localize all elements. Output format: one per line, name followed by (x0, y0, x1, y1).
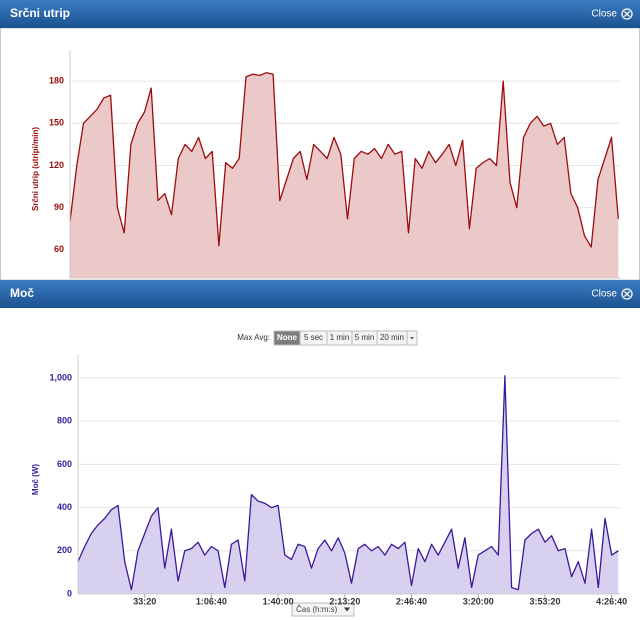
y-tick-label: 90 (54, 202, 64, 212)
x-tick-label: 1:06:40 (196, 596, 227, 606)
close-button[interactable]: Close (591, 288, 633, 300)
close-label[interactable]: Close (591, 289, 617, 300)
panel-title: Srčni utrip (10, 6, 70, 20)
data-line (77, 375, 619, 591)
area-fill (78, 375, 619, 594)
panel-title: Moč (10, 286, 34, 300)
selector-arrow (344, 607, 350, 612)
selector-box[interactable] (291, 602, 355, 617)
button-label[interactable]: 5 sec (304, 333, 323, 342)
avg-button[interactable]: 5 sec (299, 330, 328, 346)
y-tick-label: 600 (57, 459, 72, 469)
button-label[interactable]: 1 min (330, 333, 350, 342)
x-tick-label: 3:53:20 (529, 596, 560, 606)
button-label[interactable]: 5 min (355, 333, 375, 342)
y-tick-label: 60 (54, 244, 64, 254)
data-line (69, 72, 619, 248)
avg-button[interactable]: None (273, 330, 301, 346)
button-label[interactable]: None (277, 333, 298, 342)
y-tick-label: 1,000 (49, 372, 72, 382)
x-axis-selector[interactable]: Čas (h:m:s) (291, 602, 355, 617)
panel-header (0, 280, 640, 308)
x-tick-label: 3:20:00 (463, 596, 494, 606)
y-tick-label: 200 (57, 545, 72, 555)
y-tick-label: 800 (57, 416, 72, 426)
x-axis-label[interactable]: Čas (h:m:s) (296, 605, 338, 614)
y-tick-label: 180 (49, 75, 64, 85)
x-tick-label: 2:13:20 (329, 596, 360, 606)
area-fill (70, 72, 619, 278)
button-group: None 5 sec 1 min 5 min 20 min (273, 330, 408, 346)
button-label[interactable]: 20 min (380, 333, 404, 342)
close-icon-x[interactable] (624, 11, 630, 17)
close-icon-x[interactable] (624, 291, 630, 297)
x-tick-label: 4:26:40 (596, 596, 627, 606)
close-icon[interactable] (621, 8, 633, 20)
avg-button[interactable]: 5 min (351, 330, 378, 346)
dropdown-arrow (410, 337, 414, 340)
x-tick-label: 1:40:00 (263, 596, 294, 606)
avg-button[interactable]: 1 min (326, 330, 353, 346)
y-tick-label: 150 (49, 118, 64, 128)
close-icon[interactable] (621, 288, 633, 300)
x-tick-label: 2:46:40 (396, 596, 427, 606)
y-tick-label: 120 (49, 160, 64, 170)
y-axis-label: Moč (W) (31, 464, 40, 495)
y-tick-label: 0 (67, 588, 72, 598)
close-label[interactable]: Close (591, 9, 617, 20)
y-tick-label: 400 (57, 502, 72, 512)
y-axis-label: Srčni utrip (utripi/min) (31, 127, 40, 211)
toolbar-label: Max Avg: (237, 333, 270, 342)
panel-header (0, 0, 640, 28)
x-tick-label: 33:20 (133, 596, 156, 606)
close-button[interactable]: Close (591, 8, 633, 20)
avg-button[interactable]: 20 min (376, 330, 408, 346)
